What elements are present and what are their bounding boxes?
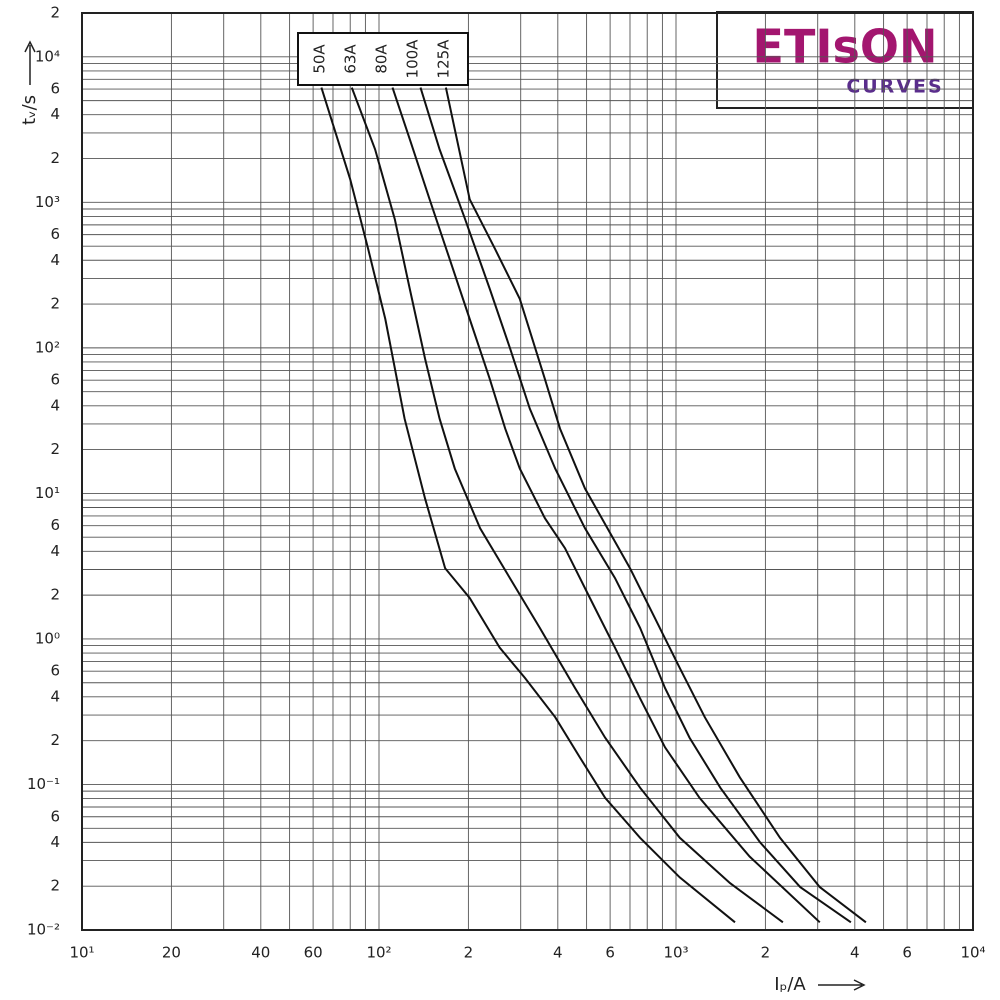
plot-frame — [81, 12, 974, 931]
y-tick-label: 6 — [50, 516, 60, 534]
y-tick-label: 6 — [50, 662, 60, 680]
curve — [419, 87, 852, 924]
x-tick-label: 20 — [162, 944, 181, 962]
legend-label: 100A — [404, 39, 422, 79]
y-tick-label: 4 — [50, 542, 60, 560]
y-arrow — [24, 40, 36, 85]
y-tick-label: 6 — [50, 371, 60, 389]
legend-box — [297, 32, 469, 86]
y-tick-label: 10² — [35, 338, 60, 356]
legend-label: 125A — [435, 39, 453, 79]
y-tick-label: 10⁻² — [27, 921, 60, 939]
y-tick-label: 10³ — [35, 193, 60, 211]
y-tick-label: 4 — [50, 396, 60, 414]
curve — [391, 87, 821, 924]
curve — [444, 87, 867, 924]
x-tick-label: 4 — [553, 944, 563, 962]
x-arrow — [818, 979, 866, 991]
y-tick-label: 10⁻¹ — [27, 775, 60, 793]
x-axis-label: Iₚ/A — [774, 974, 806, 995]
y-tick-label: 10¹ — [35, 484, 60, 502]
x-tick-label: 40 — [251, 944, 270, 962]
x-tick-label: 2 — [464, 944, 474, 962]
y-tick-label: 6 — [50, 225, 60, 243]
x-tick-label: 4 — [850, 944, 860, 962]
y-tick-label: 2 — [50, 149, 60, 167]
y-tick-label: 2 — [50, 877, 60, 895]
logo-subtitle: CURVES — [846, 76, 943, 98]
y-tick-label: 4 — [50, 687, 60, 705]
x-tick-label: 10⁴ — [960, 944, 985, 962]
legend-label: 80A — [373, 44, 391, 74]
y-axis-label: tᵥ/s — [19, 95, 40, 125]
y-tick-label: 6 — [50, 80, 60, 98]
x-tick-label: 60 — [304, 944, 323, 962]
logo-box — [716, 11, 974, 109]
x-tick-label: 6 — [605, 944, 615, 962]
y-tick-label: 2 — [50, 586, 60, 604]
legend-label: 63A — [342, 44, 360, 74]
curve — [320, 87, 736, 924]
x-tick-label: 10² — [366, 944, 391, 962]
x-tick-label: 10¹ — [69, 944, 94, 962]
y-tick-label: 10⁰ — [35, 629, 60, 647]
curve — [350, 87, 784, 924]
x-tick-label: 6 — [902, 944, 912, 962]
y-tick-label: 4 — [50, 251, 60, 269]
y-tick-label: 2 — [50, 440, 60, 458]
legend-label: 50A — [311, 44, 329, 74]
y-tick-label: 2 — [50, 4, 60, 22]
logo: ETIsON — [753, 20, 938, 74]
y-tick-label: 10⁴ — [35, 47, 60, 65]
y-tick-label: 6 — [50, 807, 60, 825]
y-tick-label: 2 — [50, 295, 60, 313]
y-tick-label: 4 — [50, 105, 60, 123]
y-tick-label: 4 — [50, 833, 60, 851]
y-tick-label: 2 — [50, 731, 60, 749]
x-tick-label: 2 — [761, 944, 771, 962]
x-tick-label: 10³ — [663, 944, 688, 962]
